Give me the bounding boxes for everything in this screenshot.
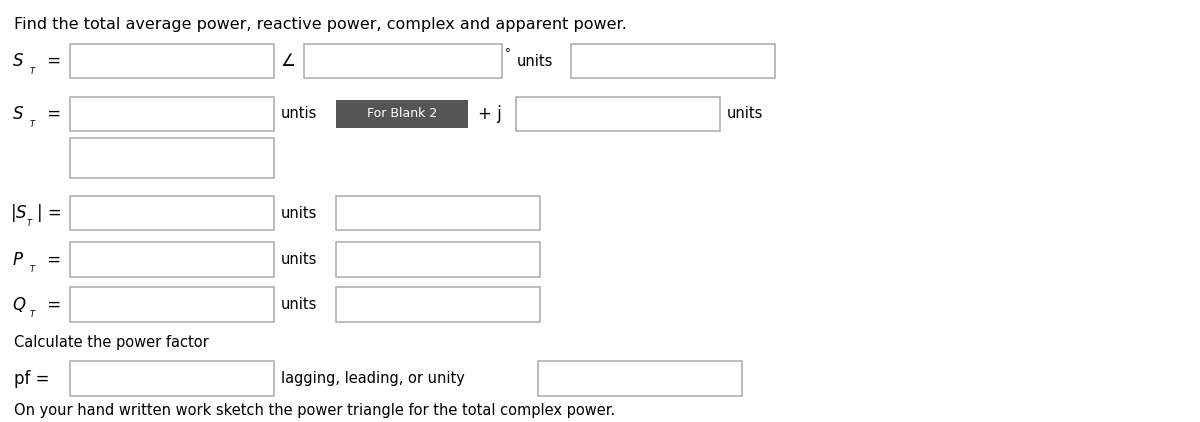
FancyBboxPatch shape [538, 361, 742, 396]
FancyBboxPatch shape [70, 242, 274, 277]
Text: lagging, leading, or unity: lagging, leading, or unity [281, 371, 464, 386]
Text: $S$: $S$ [12, 105, 24, 123]
Text: untis: untis [281, 106, 317, 122]
Text: units: units [281, 206, 317, 221]
Text: $_T$: $_T$ [26, 216, 34, 229]
FancyBboxPatch shape [70, 97, 274, 131]
Text: + j: + j [478, 105, 502, 123]
FancyBboxPatch shape [516, 97, 720, 131]
FancyBboxPatch shape [571, 44, 775, 78]
FancyBboxPatch shape [336, 242, 540, 277]
Text: =: = [42, 296, 61, 314]
Text: =: = [42, 52, 61, 70]
Text: ∠: ∠ [281, 52, 295, 70]
Text: units: units [281, 252, 317, 267]
Text: |$S$: |$S$ [10, 202, 28, 224]
FancyBboxPatch shape [304, 44, 502, 78]
FancyBboxPatch shape [70, 138, 274, 178]
Text: Calculate the power factor: Calculate the power factor [14, 335, 209, 350]
Text: =: = [42, 105, 61, 123]
Text: On your hand written work sketch the power triangle for the total complex power.: On your hand written work sketch the pow… [14, 403, 616, 418]
Text: units: units [517, 54, 553, 69]
Text: | =: | = [37, 204, 62, 222]
Text: units: units [281, 297, 317, 312]
Text: $_T$: $_T$ [29, 262, 36, 275]
Text: $P$: $P$ [12, 251, 24, 268]
FancyBboxPatch shape [70, 44, 274, 78]
Text: units: units [727, 106, 763, 122]
Text: pf =: pf = [14, 370, 50, 387]
Text: $_T$: $_T$ [29, 308, 36, 320]
FancyBboxPatch shape [336, 196, 540, 230]
Text: =: = [42, 251, 61, 268]
FancyBboxPatch shape [336, 287, 540, 322]
Text: $S$: $S$ [12, 52, 24, 70]
Text: $_T$: $_T$ [29, 64, 36, 77]
Text: For Blank 2: For Blank 2 [367, 108, 437, 120]
Text: $_T$: $_T$ [29, 117, 36, 130]
FancyBboxPatch shape [70, 361, 274, 396]
Text: Find the total average power, reactive power, complex and apparent power.: Find the total average power, reactive p… [14, 17, 628, 32]
FancyBboxPatch shape [70, 196, 274, 230]
Text: °: ° [505, 47, 511, 60]
FancyBboxPatch shape [70, 287, 274, 322]
Text: $Q$: $Q$ [12, 295, 26, 314]
FancyBboxPatch shape [336, 100, 468, 128]
